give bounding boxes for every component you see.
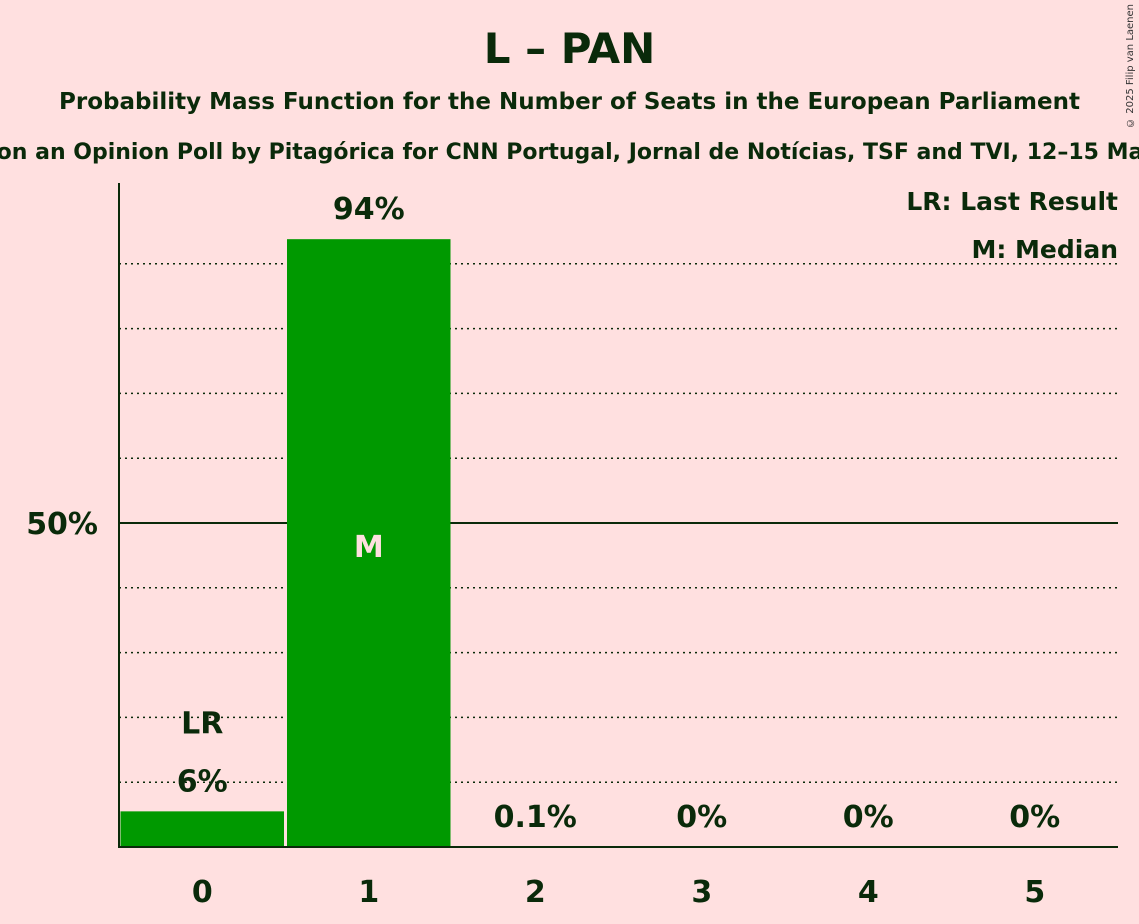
data-label: 0% [1009, 800, 1060, 835]
chart-subtitle: Probability Mass Function for the Number… [59, 89, 1080, 115]
y-tick-label: 50% [26, 507, 98, 542]
data-label: 6% [177, 764, 228, 799]
chart-source: on an Opinion Poll by Pitagórica for CNN… [0, 140, 1139, 165]
legend-entry: M: Median [971, 235, 1118, 264]
x-tick-label: 1 [358, 875, 379, 910]
x-tick-label: 0 [192, 875, 213, 910]
last-result-marker: LR [181, 706, 223, 741]
median-marker: M [354, 530, 384, 565]
x-tick-label: 4 [858, 875, 879, 910]
bar [120, 811, 284, 847]
data-label: 0% [676, 800, 727, 835]
chart-title: L – PAN [483, 24, 656, 73]
x-tick-label: 3 [691, 875, 712, 910]
legend-entry: LR: Last Result [906, 187, 1118, 216]
data-label: 0% [843, 800, 894, 835]
x-tick-label: 2 [525, 875, 546, 910]
x-tick-label: 5 [1024, 875, 1045, 910]
data-label: 94% [333, 192, 405, 227]
data-label: 0.1% [494, 800, 577, 835]
bar [287, 239, 451, 847]
